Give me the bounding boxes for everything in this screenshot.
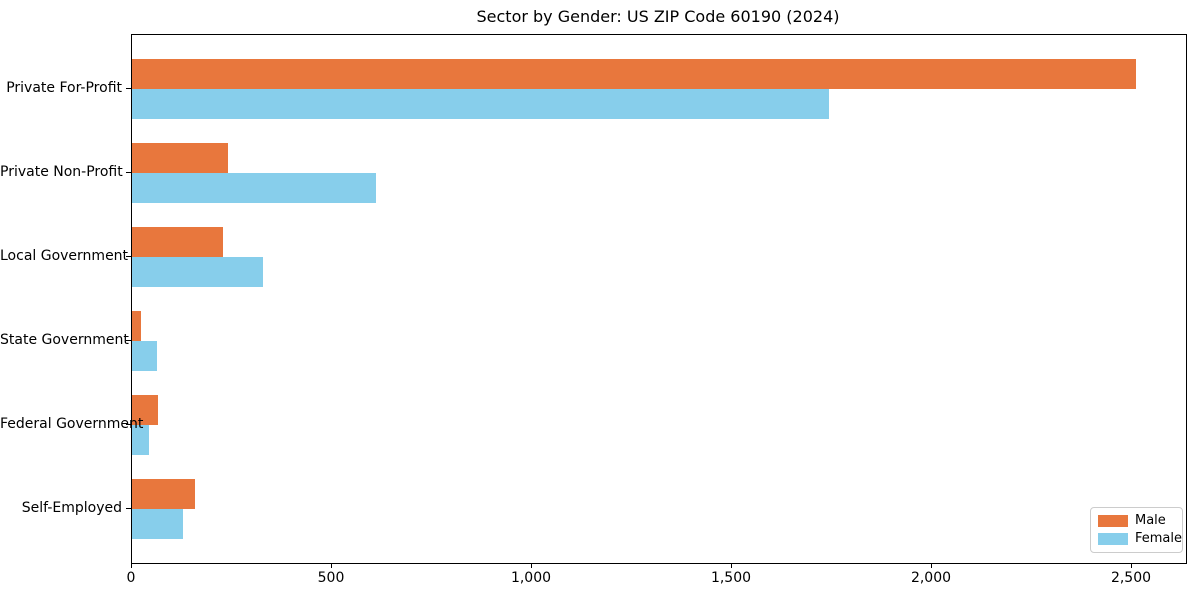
y-tick-label-self-employed: Self-Employed (21, 500, 122, 516)
legend-entry-female: Female (1098, 531, 1182, 547)
y-tick-mark-federal-government (126, 424, 131, 425)
x-tick-label-2-500: 2,500 (1110, 570, 1152, 586)
y-tick-label-local-government: Local Government (0, 248, 129, 264)
x-tick-mark-1-000 (531, 563, 532, 568)
bar-male-self-employed (132, 479, 196, 509)
x-tick-label-2-000: 2,000 (910, 570, 952, 586)
bar-male-federal-government (132, 395, 159, 425)
y-tick-label-private-non-profit: Private Non-Profit (0, 164, 123, 180)
bar-male-private-non-profit (132, 143, 228, 173)
bar-female-self-employed (132, 509, 184, 539)
y-tick-label-federal-government: Federal Government (0, 416, 144, 432)
legend-swatch-female (1098, 533, 1128, 545)
x-tick-mark-2-500 (1131, 563, 1132, 568)
y-tick-label-private-for-profit: Private For-Profit (6, 80, 122, 96)
bar-female-private-non-profit (132, 173, 376, 203)
bar-female-local-government (132, 257, 264, 287)
x-tick-label-500: 500 (317, 570, 345, 586)
y-tick-mark-private-non-profit (126, 172, 131, 173)
x-tick-label-1-500: 1,500 (710, 570, 752, 586)
y-tick-mark-local-government (126, 256, 131, 257)
x-tick-mark-2-000 (931, 563, 932, 568)
bar-male-private-for-profit (132, 59, 1136, 89)
bar-female-federal-government (132, 425, 149, 455)
bar-female-state-government (132, 341, 157, 371)
y-tick-label-state-government: State Government (0, 332, 129, 348)
x-tick-mark-1-500 (731, 563, 732, 568)
bar-male-local-government (132, 227, 224, 257)
plot-area (131, 34, 1187, 564)
legend-swatch-male (1098, 515, 1128, 527)
x-tick-label-0: 0 (126, 570, 136, 586)
y-tick-mark-state-government (126, 340, 131, 341)
legend: Male Female (1090, 507, 1183, 553)
legend-entry-male: Male (1098, 513, 1175, 529)
bar-female-private-for-profit (132, 89, 830, 119)
y-tick-mark-private-for-profit (126, 88, 131, 89)
y-tick-mark-self-employed (126, 508, 131, 509)
legend-label-female: Female (1135, 531, 1183, 546)
legend-label-male: Male (1135, 513, 1166, 528)
x-tick-mark-0 (131, 563, 132, 568)
bar-male-state-government (132, 311, 142, 341)
chart-title: Sector by Gender: US ZIP Code 60190 (202… (476, 7, 840, 26)
x-tick-label-1-000: 1,000 (510, 570, 552, 586)
x-tick-mark-500 (331, 563, 332, 568)
